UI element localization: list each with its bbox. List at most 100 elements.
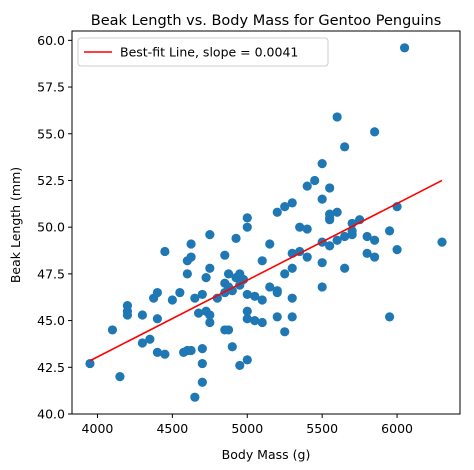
data-point	[115, 372, 125, 382]
data-point	[205, 310, 215, 320]
data-point	[193, 308, 204, 318]
data-point	[370, 127, 380, 137]
data-point	[250, 291, 260, 301]
data-point	[186, 239, 196, 249]
data-point	[302, 181, 312, 191]
data-point	[137, 338, 148, 348]
data-point	[384, 226, 395, 236]
data-point	[182, 269, 192, 279]
data-point	[257, 317, 267, 328]
y-tick-label: 40.0	[37, 407, 65, 422]
data-point	[317, 159, 327, 169]
data-point	[205, 263, 215, 273]
data-point	[190, 293, 200, 303]
data-point	[186, 252, 196, 262]
data-point	[242, 355, 252, 365]
legend-box	[77, 37, 329, 67]
data-point	[85, 358, 95, 369]
x-tick-label: 6000	[381, 421, 413, 436]
data-point	[332, 207, 342, 217]
data-point	[167, 295, 177, 305]
y-tick-label: 57.5	[37, 80, 65, 95]
data-point	[384, 312, 395, 322]
x-axis-label: Body Mass (g)	[222, 447, 311, 462]
y-tick-label: 47.5	[37, 266, 65, 281]
y-tick-label: 45.0	[37, 313, 65, 328]
data-point	[287, 198, 297, 208]
x-tick-label: 5500	[306, 421, 338, 436]
data-point	[107, 325, 118, 335]
axes: 4000 4500 5000 5500 6000 40.0 42.5 45.0 47.5 50.0…	[37, 30, 461, 436]
x-tick-label: 4000	[82, 421, 114, 436]
data-point	[302, 252, 312, 262]
data-point	[302, 224, 312, 234]
data-point	[362, 231, 372, 242]
data-point	[152, 287, 162, 298]
data-point	[295, 222, 305, 232]
legend: Best-fit Line, slope = 0.0041	[77, 37, 329, 67]
data-point	[272, 287, 282, 298]
data-point	[399, 43, 410, 53]
data-point	[231, 233, 241, 243]
data-point	[280, 269, 290, 279]
data-point	[242, 213, 252, 223]
data-point	[197, 358, 207, 369]
data-point	[190, 392, 200, 402]
x-tick-label: 4500	[156, 421, 188, 436]
y-tick-label: 52.5	[37, 173, 65, 188]
y-tick-label: 60.0	[37, 33, 65, 48]
legend-label-best-fit-line: Best-fit Line, slope = 0.0041	[120, 45, 298, 60]
data-point	[340, 142, 350, 152]
data-point	[235, 360, 245, 371]
data-point	[257, 295, 267, 305]
data-point	[227, 342, 237, 352]
axes-frame	[71, 30, 461, 415]
data-point	[175, 287, 185, 298]
data-point	[280, 202, 290, 212]
data-point	[317, 194, 327, 204]
data-point	[160, 349, 170, 359]
data-point	[317, 282, 327, 292]
y-tick-label: 42.5	[37, 360, 65, 375]
data-point	[122, 301, 133, 311]
x-tick-label: 5000	[231, 421, 263, 436]
data-point	[250, 315, 260, 326]
data-point	[272, 312, 282, 322]
data-point	[152, 347, 162, 357]
data-point	[332, 235, 342, 245]
data-point	[325, 209, 335, 219]
data-point	[310, 175, 320, 186]
data-point	[437, 237, 447, 247]
data-point	[272, 207, 282, 217]
best-fit-line	[89, 179, 443, 362]
data-point	[287, 312, 297, 322]
data-point	[223, 269, 234, 279]
data-point	[370, 252, 380, 262]
data-point	[152, 314, 162, 324]
y-tick-label: 50.0	[37, 220, 65, 235]
data-point	[205, 317, 215, 328]
data-point	[242, 222, 252, 232]
plot-area	[85, 43, 447, 402]
chart-title: Beak Length vs. Body Mass for Gentoo Pen…	[91, 13, 442, 29]
data-point	[287, 293, 297, 303]
data-point	[145, 334, 155, 344]
data-point	[325, 183, 335, 193]
data-point	[160, 246, 170, 257]
data-point	[186, 345, 196, 356]
data-point	[197, 344, 207, 354]
data-point	[280, 327, 290, 337]
data-point	[197, 377, 207, 387]
data-point	[317, 258, 327, 268]
data-point	[287, 263, 297, 273]
data-point	[257, 256, 267, 266]
data-point	[223, 325, 234, 335]
data-point	[265, 239, 275, 249]
data-point	[242, 306, 252, 316]
data-point	[392, 244, 402, 255]
data-point	[197, 289, 207, 300]
data-point	[332, 112, 342, 122]
data-point	[205, 230, 215, 240]
data-point	[340, 231, 350, 242]
